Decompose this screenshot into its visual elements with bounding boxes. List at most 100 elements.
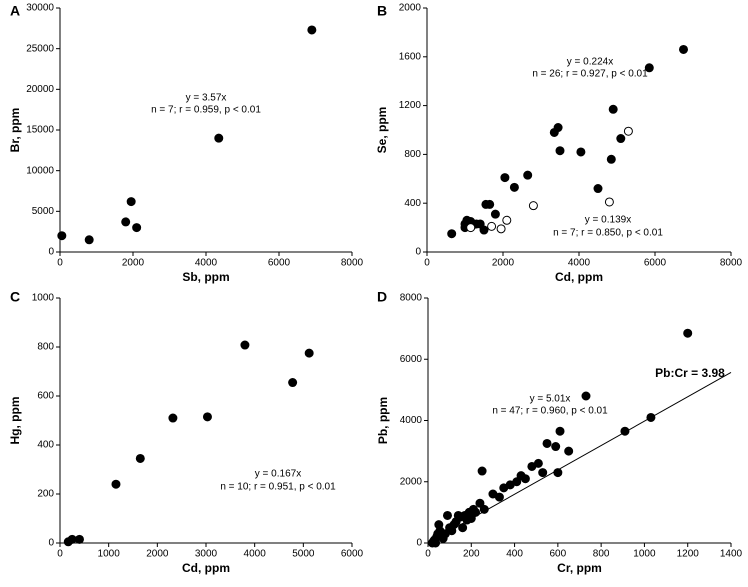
x-tick-label: 0 xyxy=(425,549,431,560)
y-axis-label: Br, ppm xyxy=(8,108,22,153)
x-tick-label: 3000 xyxy=(195,549,218,560)
point xyxy=(304,348,314,358)
point xyxy=(447,229,457,239)
x-tick-label: 600 xyxy=(550,549,567,560)
point xyxy=(442,510,452,520)
y-tick-label: 0 xyxy=(416,538,422,549)
y-tick-label: 0 xyxy=(48,538,54,549)
point xyxy=(644,63,654,73)
point xyxy=(132,223,142,233)
y-tick-label: 1200 xyxy=(399,100,422,111)
x-axis-label: Cd, ppm xyxy=(182,561,230,575)
y-tick-label: 600 xyxy=(37,391,54,402)
point xyxy=(538,468,548,478)
point xyxy=(512,477,522,487)
point xyxy=(477,466,487,476)
y-tick-label: 800 xyxy=(37,342,54,353)
point xyxy=(683,328,693,338)
y-tick-label: 5000 xyxy=(32,206,55,217)
point xyxy=(288,378,298,388)
point xyxy=(528,201,538,211)
x-tick-label: 4000 xyxy=(195,258,218,269)
y-tick-label: 400 xyxy=(404,198,421,209)
point xyxy=(84,235,94,245)
point xyxy=(111,479,121,489)
y-tick-label: 10000 xyxy=(26,165,54,176)
point xyxy=(553,123,563,133)
point xyxy=(126,197,136,207)
x-tick-label: 1400 xyxy=(720,549,743,560)
point xyxy=(496,224,506,234)
x-tick-label: 6000 xyxy=(341,549,364,560)
point xyxy=(490,209,500,219)
x-tick-label: 0 xyxy=(424,258,430,269)
point xyxy=(466,223,476,233)
x-tick-label: 4000 xyxy=(244,549,267,560)
panel-label: B xyxy=(377,3,387,19)
y-tick-label: 0 xyxy=(48,247,54,258)
y-tick-label: 2000 xyxy=(399,3,422,14)
point xyxy=(581,391,591,401)
point xyxy=(494,492,504,502)
point xyxy=(466,514,476,523)
point xyxy=(202,412,212,422)
point xyxy=(606,154,616,164)
x-tick-label: 0 xyxy=(57,549,63,560)
annotation: n = 26; r = 0.927, p < 0.01 xyxy=(532,69,648,80)
x-axis-label: Cd, ppm xyxy=(555,270,603,284)
x-tick-label: 8000 xyxy=(341,258,364,269)
point xyxy=(553,468,563,478)
point xyxy=(576,147,586,157)
point xyxy=(57,231,67,241)
point xyxy=(620,426,630,436)
x-tick-label: 6000 xyxy=(268,258,291,269)
x-tick-label: 1000 xyxy=(98,549,121,560)
y-axis-label: Hg, ppm xyxy=(8,397,22,445)
point xyxy=(479,504,489,514)
point xyxy=(520,474,530,484)
point xyxy=(487,221,497,231)
annotation: n = 10; r = 0.951, p < 0.01 xyxy=(220,482,336,493)
point xyxy=(500,173,510,183)
x-tick-label: 6000 xyxy=(644,258,667,269)
annotation: Pb:Cr = 3.98 xyxy=(655,366,725,380)
point xyxy=(608,104,618,114)
y-tick-label: 1000 xyxy=(32,293,55,304)
annotation: y = 3.57x xyxy=(186,93,227,104)
point xyxy=(551,442,561,452)
point xyxy=(564,446,574,456)
annotation: y = 0.139x xyxy=(585,215,631,226)
point xyxy=(523,170,533,180)
point xyxy=(240,340,250,350)
point xyxy=(502,215,512,225)
y-tick-label: 0 xyxy=(415,247,421,258)
point xyxy=(646,412,656,422)
point xyxy=(533,458,543,468)
y-tick-label: 6000 xyxy=(400,354,423,365)
annotation: y = 0.224x xyxy=(567,57,613,68)
point xyxy=(168,413,178,423)
point xyxy=(74,534,84,544)
point xyxy=(616,134,626,144)
y-tick-label: 1600 xyxy=(399,51,422,62)
y-tick-label: 25000 xyxy=(26,43,54,54)
point xyxy=(307,25,317,35)
point xyxy=(214,133,224,143)
x-tick-label: 2000 xyxy=(122,258,145,269)
y-tick-label: 20000 xyxy=(26,84,54,95)
y-tick-label: 400 xyxy=(37,440,54,451)
y-tick-label: 800 xyxy=(404,149,421,160)
y-axis-label: Pb, ppm xyxy=(376,397,390,444)
y-tick-label: 200 xyxy=(37,489,54,500)
x-tick-label: 400 xyxy=(506,549,523,560)
y-axis-label: Se, ppm xyxy=(375,107,389,154)
y-tick-label: 15000 xyxy=(26,125,54,136)
y-tick-label: 8000 xyxy=(400,293,423,304)
annotation: n = 7; r = 0.850, p < 0.01 xyxy=(553,228,663,239)
point xyxy=(542,438,552,448)
y-tick-label: 30000 xyxy=(26,3,54,14)
x-tick-label: 8000 xyxy=(720,258,743,269)
point xyxy=(475,498,485,508)
point xyxy=(471,507,481,517)
y-tick-label: 2000 xyxy=(400,476,423,487)
